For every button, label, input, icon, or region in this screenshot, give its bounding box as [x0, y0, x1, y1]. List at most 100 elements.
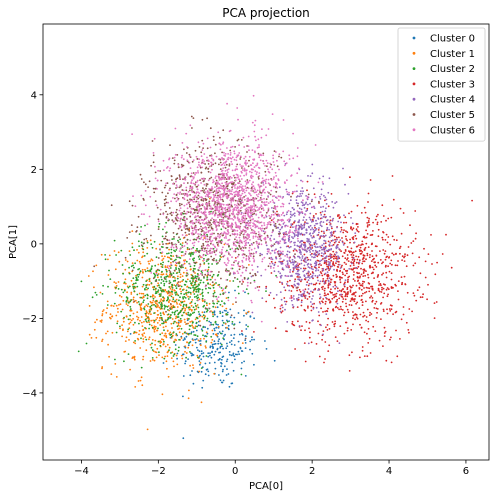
- data-point: [223, 187, 225, 190]
- data-point: [389, 310, 392, 312]
- data-point: [197, 356, 199, 359]
- data-point: [354, 295, 357, 297]
- data-point: [179, 281, 182, 283]
- data-point: [130, 319, 133, 322]
- data-point: [224, 206, 227, 209]
- data-point: [150, 319, 153, 322]
- data-point: [187, 311, 190, 314]
- data-point: [332, 243, 335, 246]
- data-point: [308, 336, 311, 339]
- data-point: [441, 253, 444, 255]
- data-point: [217, 342, 220, 345]
- data-point: [356, 229, 359, 232]
- data-point: [221, 182, 224, 185]
- data-point: [224, 227, 227, 230]
- data-point: [236, 353, 239, 356]
- data-point: [166, 343, 169, 346]
- data-point: [368, 287, 371, 290]
- data-point: [374, 302, 377, 305]
- data-point: [150, 164, 153, 167]
- data-point: [145, 284, 148, 287]
- data-point: [288, 246, 291, 249]
- data-point: [229, 175, 232, 178]
- data-point: [321, 210, 324, 213]
- data-point: [308, 321, 311, 324]
- data-point: [204, 273, 207, 276]
- data-point: [212, 211, 215, 214]
- data-point: [387, 217, 390, 220]
- data-point: [249, 170, 251, 173]
- data-point: [206, 247, 209, 250]
- data-point: [193, 308, 196, 311]
- data-point: [144, 318, 147, 321]
- data-point: [324, 251, 326, 253]
- data-point: [293, 215, 296, 217]
- data-point: [281, 310, 284, 312]
- data-point: [180, 337, 183, 339]
- data-point: [375, 266, 378, 268]
- data-point: [203, 189, 206, 192]
- data-point: [200, 352, 203, 355]
- data-point: [323, 292, 326, 295]
- data-point: [199, 281, 202, 284]
- data-point: [140, 241, 143, 244]
- data-point: [373, 261, 376, 264]
- data-point: [382, 272, 385, 275]
- data-point: [348, 304, 351, 306]
- data-point: [311, 244, 314, 247]
- data-point: [383, 292, 386, 295]
- data-point: [253, 247, 256, 250]
- data-point: [322, 205, 325, 208]
- data-point: [150, 307, 153, 310]
- data-point: [235, 159, 238, 162]
- data-point: [310, 290, 312, 293]
- data-point: [132, 298, 135, 301]
- data-point: [301, 293, 304, 295]
- data-point: [106, 304, 109, 306]
- data-point: [229, 149, 232, 152]
- data-point: [212, 191, 215, 194]
- data-point: [238, 182, 241, 185]
- data-point: [365, 270, 367, 272]
- data-point: [352, 317, 354, 320]
- data-point: [336, 287, 339, 290]
- data-point: [180, 292, 183, 295]
- data-point: [193, 277, 195, 280]
- data-point: [284, 241, 287, 244]
- data-point: [177, 275, 179, 278]
- data-point: [226, 368, 228, 370]
- data-point: [324, 341, 327, 343]
- data-point: [168, 280, 171, 282]
- data-point: [236, 202, 239, 205]
- data-point: [174, 264, 177, 267]
- data-point: [298, 219, 301, 222]
- data-point: [153, 285, 156, 288]
- data-point: [139, 173, 142, 176]
- data-point: [361, 251, 364, 253]
- data-point: [187, 298, 190, 300]
- data-point: [246, 151, 248, 153]
- data-point: [153, 359, 156, 362]
- data-point: [318, 231, 320, 234]
- data-point: [339, 216, 341, 219]
- data-point: [220, 343, 223, 346]
- data-point: [167, 252, 170, 255]
- data-point: [201, 297, 204, 300]
- data-point: [244, 185, 247, 188]
- data-point: [256, 189, 259, 192]
- data-point: [255, 191, 258, 193]
- data-point: [161, 304, 164, 306]
- data-point: [328, 177, 331, 180]
- data-point: [264, 170, 267, 173]
- data-point: [319, 260, 321, 263]
- data-point: [226, 102, 229, 105]
- data-point: [221, 209, 224, 211]
- data-point: [330, 259, 333, 262]
- data-point: [156, 316, 159, 319]
- data-point: [257, 289, 260, 292]
- data-point: [174, 348, 177, 351]
- data-point: [115, 254, 117, 256]
- data-point: [297, 234, 300, 236]
- data-point: [231, 361, 234, 364]
- data-point: [123, 360, 125, 363]
